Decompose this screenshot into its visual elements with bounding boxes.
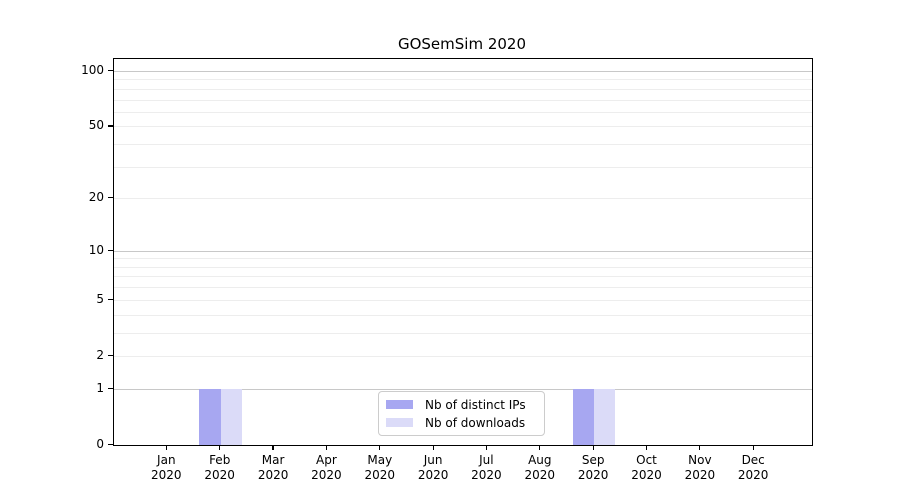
y-tick-label-5: 5 (96, 291, 104, 306)
gridline-y-5 (114, 299, 812, 301)
gridline-y-80 (114, 88, 812, 90)
x-tick-10 (699, 445, 701, 451)
gridline-y-4 (114, 314, 812, 316)
x-tick-label-3: Apr 2020 (311, 453, 342, 482)
y-tick-0 (108, 444, 113, 446)
bar-distinct-ips-sep-2020 (572, 388, 595, 445)
chart-title: GOSemSim 2020 (397, 35, 527, 53)
x-tick-label-4: May 2020 (364, 453, 396, 482)
x-tick-4 (379, 445, 381, 451)
gridline-y-20 (114, 198, 812, 200)
y-tick-100 (108, 69, 113, 72)
gridline-y-1 (114, 388, 812, 390)
x-tick-1 (219, 445, 221, 451)
gridline-y-2 (114, 356, 812, 357)
gridline-y-3 (114, 332, 812, 334)
x-tick-label-9: Oct 2020 (631, 453, 662, 482)
gridline-y-50 (114, 126, 812, 128)
legend-label-distinct-ips: Nb of distinct IPs (425, 397, 526, 412)
x-tick-label-0: Jan 2020 (151, 453, 182, 482)
x-tick-6 (485, 445, 488, 451)
y-tick-label-50: 50 (88, 118, 104, 133)
x-tick-8 (592, 445, 594, 451)
y-tick-20 (108, 197, 113, 199)
x-tick-label-11: Dec 2020 (737, 453, 769, 482)
x-tick-5 (432, 445, 434, 451)
y-tick-label-1: 1 (96, 380, 104, 395)
x-tick-label-8: Sep 2020 (577, 453, 609, 482)
y-tick-10 (108, 249, 113, 251)
x-tick-3 (325, 445, 328, 451)
bar-distinct-ips-feb-2020 (199, 388, 221, 445)
gridline-y-100 (114, 70, 812, 72)
gridline-y-90 (114, 79, 812, 81)
gridline-y-40 (114, 144, 812, 145)
legend-item-distinct-ips: Nb of distinct IPs (386, 398, 544, 412)
gridline-y-8 (114, 266, 812, 268)
y-tick-2 (108, 355, 113, 357)
legend-item-downloads: Nb of downloads (386, 416, 544, 430)
bar-downloads-sep-2020 (594, 388, 616, 445)
gridline-y-7 (114, 276, 812, 278)
legend-swatch-downloads (386, 418, 413, 427)
x-tick-label-7: Aug 2020 (524, 453, 556, 482)
gridline-y-6 (114, 287, 812, 289)
x-tick-7 (539, 445, 541, 451)
y-tick-label-10: 10 (88, 242, 104, 257)
bar-downloads-feb-2020 (220, 388, 242, 445)
gridline-y-60 (114, 111, 812, 113)
gridline-y-9 (114, 258, 812, 260)
y-tick-label-100: 100 (81, 62, 104, 77)
x-tick-0 (165, 445, 167, 451)
x-tick-label-10: Nov 2020 (684, 453, 716, 482)
legend-swatch-distinct-ips (386, 400, 413, 409)
y-tick-5 (108, 298, 113, 301)
legend-label-downloads: Nb of downloads (425, 415, 526, 430)
x-tick-9 (645, 445, 648, 451)
y-tick-50 (108, 125, 113, 127)
gridline-y-10 (114, 250, 812, 252)
x-tick-label-2: Mar 2020 (257, 453, 289, 482)
legend: Nb of distinct IPs Nb of downloads (378, 391, 545, 436)
plot-area (113, 58, 813, 446)
gridline-y-70 (114, 99, 812, 101)
x-tick-11 (752, 445, 754, 451)
y-tick-label-2: 2 (96, 348, 104, 362)
x-tick-2 (272, 445, 274, 451)
x-tick-label-5: Jun 2020 (417, 453, 449, 482)
x-tick-label-6: Jul 2020 (471, 453, 502, 482)
y-tick-label-0: 0 (96, 437, 104, 451)
y-tick-1 (108, 387, 113, 390)
y-tick-label-20: 20 (88, 190, 104, 205)
x-tick-label-1: Feb 2020 (204, 453, 235, 482)
gridline-y-30 (114, 166, 812, 168)
